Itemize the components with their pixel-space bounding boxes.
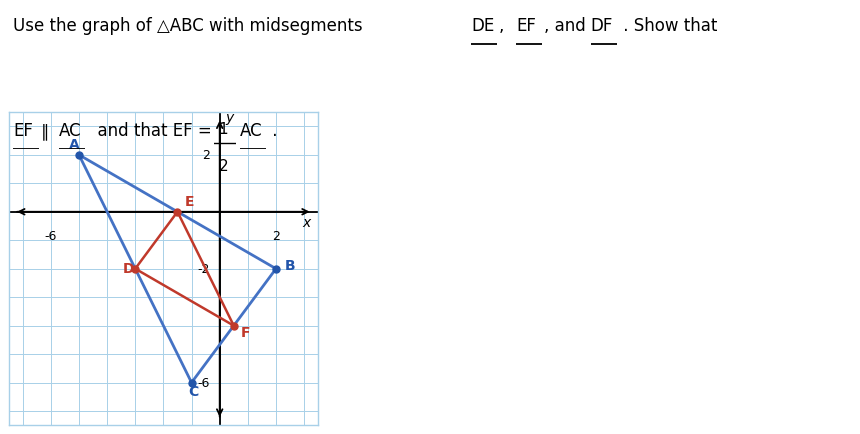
- Text: AC: AC: [240, 122, 262, 139]
- Text: B: B: [285, 258, 295, 272]
- Text: EF: EF: [516, 17, 536, 35]
- Text: ∥: ∥: [40, 122, 49, 139]
- Text: y: y: [225, 110, 234, 125]
- Text: D: D: [123, 261, 134, 275]
- Text: -2: -2: [198, 263, 210, 276]
- Text: E: E: [185, 194, 194, 208]
- Text: and that EF =: and that EF =: [87, 122, 217, 139]
- Text: .: .: [267, 122, 278, 139]
- Text: DF: DF: [591, 17, 613, 35]
- Text: C: C: [188, 385, 199, 398]
- Text: -6: -6: [198, 376, 210, 389]
- Text: A: A: [69, 138, 80, 151]
- Text: DE: DE: [471, 17, 494, 35]
- Text: Use the graph of △ABC with midsegments: Use the graph of △ABC with midsegments: [13, 17, 368, 35]
- Text: 2: 2: [272, 229, 280, 242]
- Text: ,: ,: [499, 17, 514, 35]
- Text: -6: -6: [45, 229, 57, 242]
- Text: F: F: [241, 325, 250, 339]
- Text: . Show that: . Show that: [618, 17, 718, 35]
- Text: 1: 1: [218, 122, 229, 136]
- Text: AC: AC: [59, 122, 82, 139]
- Text: 2: 2: [202, 149, 210, 162]
- Text: x: x: [303, 216, 311, 230]
- Text: 2: 2: [218, 158, 229, 173]
- Text: , and: , and: [544, 17, 591, 35]
- Text: EF: EF: [13, 122, 33, 139]
